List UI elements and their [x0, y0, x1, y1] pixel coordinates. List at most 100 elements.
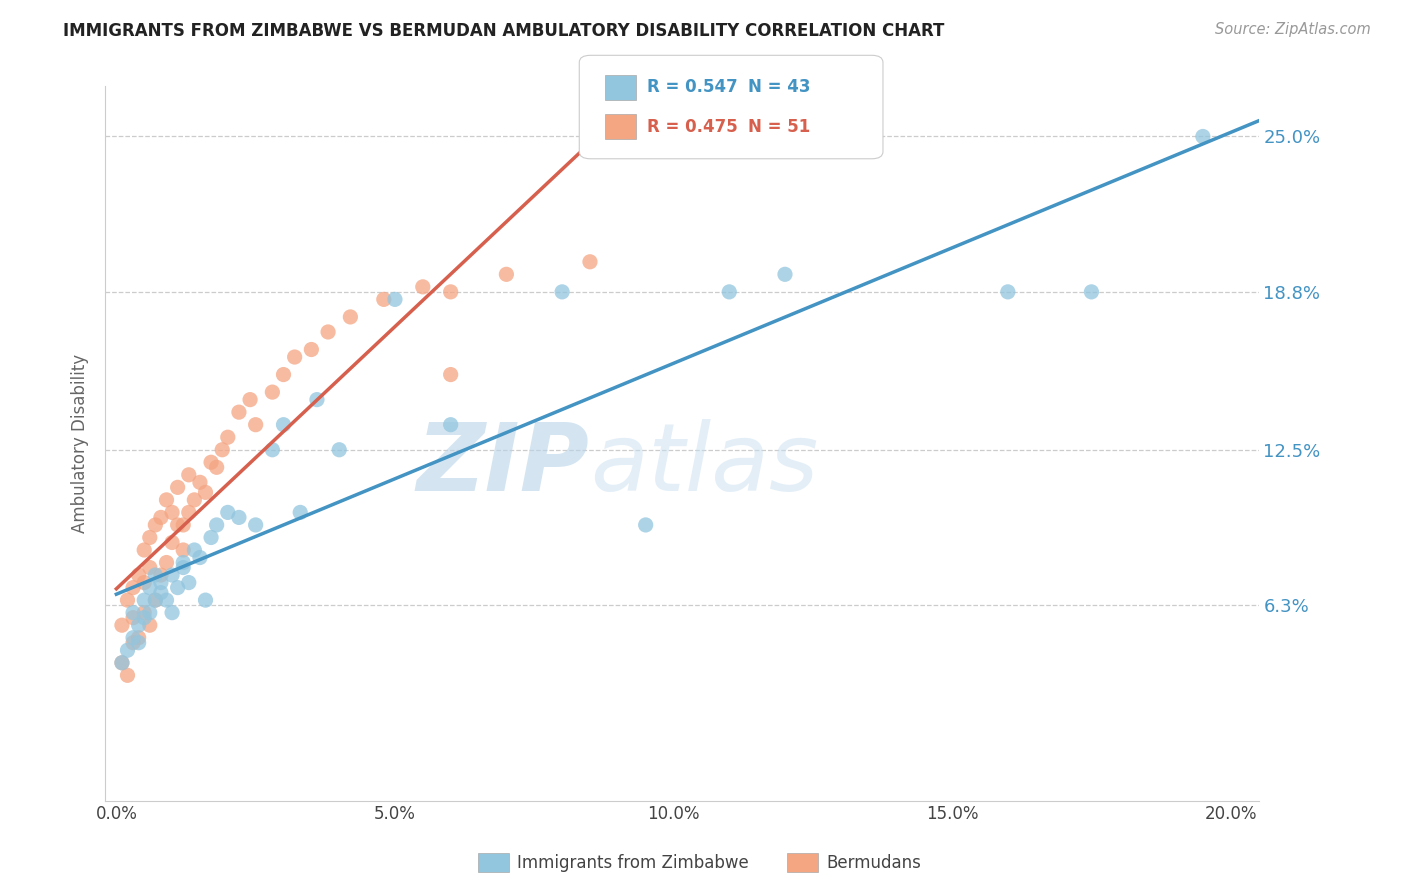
Point [117, 643, 139, 657]
Point [440, 368, 463, 382]
Point [495, 268, 517, 282]
Point [245, 517, 267, 532]
Point [412, 280, 434, 294]
Point [200, 531, 222, 545]
Point [134, 606, 156, 620]
Point [166, 480, 188, 494]
Point [194, 485, 217, 500]
Point [128, 568, 150, 582]
Point [177, 467, 200, 482]
Text: R = 0.547: R = 0.547 [647, 78, 738, 96]
Point [122, 636, 145, 650]
Point [139, 531, 162, 545]
Point [160, 568, 183, 582]
Point [155, 556, 177, 570]
Point [217, 430, 239, 444]
Point [134, 593, 156, 607]
Text: Source: ZipAtlas.com: Source: ZipAtlas.com [1215, 22, 1371, 37]
Text: N = 43: N = 43 [748, 78, 810, 96]
Point [143, 593, 166, 607]
Point [149, 575, 172, 590]
Point [228, 405, 250, 419]
Point [160, 505, 183, 519]
Point [316, 325, 339, 339]
Point [183, 492, 205, 507]
Point [299, 343, 322, 357]
Text: Bermudans: Bermudans [827, 854, 921, 871]
Point [284, 350, 307, 364]
Point [134, 575, 156, 590]
Point [149, 510, 172, 524]
Point [217, 505, 239, 519]
Point [160, 606, 183, 620]
Point [143, 517, 166, 532]
Point [128, 631, 150, 645]
Point [373, 293, 395, 307]
Point [128, 636, 150, 650]
Point [773, 268, 796, 282]
Point [149, 585, 172, 599]
Point [111, 656, 134, 670]
Point [139, 581, 162, 595]
Point [172, 543, 194, 558]
Point [128, 618, 150, 632]
Text: IMMIGRANTS FROM ZIMBABWE VS BERMUDAN AMBULATORY DISABILITY CORRELATION CHART: IMMIGRANTS FROM ZIMBABWE VS BERMUDAN AMB… [63, 22, 945, 40]
Point [166, 581, 188, 595]
Point [117, 593, 139, 607]
Point [155, 593, 177, 607]
Point [177, 505, 200, 519]
Point [273, 368, 295, 382]
Text: Immigrants from Zimbabwe: Immigrants from Zimbabwe [517, 854, 749, 871]
Point [134, 543, 156, 558]
Point [239, 392, 262, 407]
Point [172, 560, 194, 574]
Point [440, 417, 463, 432]
Point [134, 610, 156, 624]
Point [177, 575, 200, 590]
Y-axis label: Ambulatory Disability: Ambulatory Disability [72, 354, 89, 533]
Point [122, 610, 145, 624]
Point [718, 285, 741, 299]
Point [139, 618, 162, 632]
Text: N = 51: N = 51 [748, 118, 810, 136]
Point [111, 656, 134, 670]
Point [1192, 129, 1215, 144]
Point [143, 593, 166, 607]
Point [384, 293, 406, 307]
Point [228, 510, 250, 524]
Point [579, 254, 602, 268]
Text: ZIP: ZIP [416, 419, 589, 511]
Text: atlas: atlas [589, 419, 818, 510]
Point [273, 417, 295, 432]
Point [117, 668, 139, 682]
Point [305, 392, 328, 407]
Text: R = 0.475: R = 0.475 [647, 118, 738, 136]
Point [111, 618, 134, 632]
Point [160, 535, 183, 549]
Point [211, 442, 233, 457]
Point [188, 550, 211, 565]
Point [290, 505, 312, 519]
Point [339, 310, 361, 324]
Point [143, 568, 166, 582]
Point [188, 475, 211, 490]
Point [149, 568, 172, 582]
Point [172, 556, 194, 570]
Point [183, 543, 205, 558]
Point [205, 460, 228, 475]
Point [122, 631, 145, 645]
Point [997, 285, 1019, 299]
Point [139, 560, 162, 574]
Point [262, 442, 284, 457]
Point [440, 285, 463, 299]
Point [634, 517, 657, 532]
Point [245, 417, 267, 432]
Point [551, 285, 574, 299]
Point [200, 455, 222, 469]
Point [328, 442, 350, 457]
Point [155, 492, 177, 507]
Point [139, 606, 162, 620]
Point [194, 593, 217, 607]
Point [1080, 285, 1102, 299]
Point [166, 517, 188, 532]
